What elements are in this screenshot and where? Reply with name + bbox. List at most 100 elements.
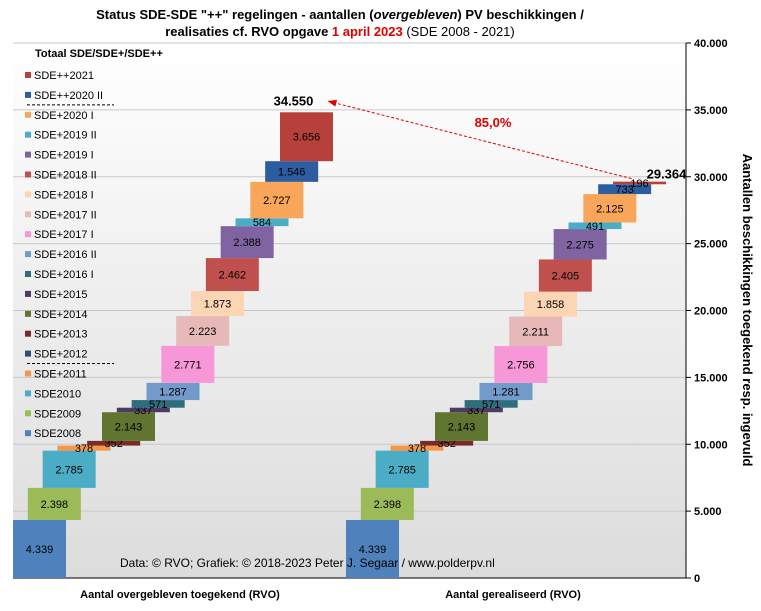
y-tick-label: 25.000 [694,239,728,251]
bar-segment [176,316,230,346]
legend-item-label: SDE+2018 II [34,170,97,182]
legend-swatch [25,370,31,377]
legend-item-label: SDE+2016 II [34,249,97,261]
legend-item-label: SDE+2017 I [34,229,94,241]
segment-value-label: 733 [615,184,633,196]
segment-value-label: 1.858 [537,299,565,311]
legend-item-label: SDE+2011 [34,369,87,381]
legend-swatch [25,350,31,357]
segment-value-label: 378 [408,443,426,455]
bar-segment [146,382,200,401]
legend-swatch [25,151,31,158]
legend: Totaal SDE/SDE+/SDE++ SDE++2021 SDE++2020 … [25,48,163,440]
segment-value-label: 2.223 [189,326,217,338]
bar-segment [87,440,141,446]
bar-segment [553,229,607,260]
bar-segment [27,487,81,520]
segment-value-label: 2.756 [507,360,535,372]
segment-value-label: 2.785 [55,464,83,476]
segment-value-label: 2.771 [174,359,202,371]
legend-swatch [25,310,31,317]
segment-value-label: 2.143 [115,422,143,434]
bar-segment [13,519,66,578]
segment-value-label: 337 [467,405,485,417]
segment-value-label: 352 [104,438,122,450]
legend-title: Totaal SDE/SDE+/SDE++ [35,48,163,60]
segment-value-label: 4.339 [359,544,387,556]
bar-segment [116,407,170,413]
bar-segment [131,400,185,408]
y-tick-label: 30.000 [694,172,728,184]
legend-swatch [25,330,31,337]
bar-segment [524,291,577,317]
bar-segment [346,519,399,578]
bar-segment [102,412,155,441]
bar-segment [250,181,304,219]
legend-item-label: SDE+2019 I [34,150,94,162]
bar-segment [420,440,474,446]
segment-value-label: 2.785 [388,464,416,476]
x-category-label: Aantal overgebleven toegekend (RVO) [80,589,280,601]
bar-segment [375,450,429,488]
segment-value-label: 571 [482,399,500,411]
legend-item-label: SDE+2015 [34,289,88,301]
bar-segment [464,400,518,408]
segment-value-label: 3.656 [293,132,321,144]
legend-item-label: SDE++2020 II [34,90,103,102]
bar-segment [583,194,637,223]
bar-segment [390,445,444,451]
legend-item-label: SDE+2020 I [34,110,94,122]
legend-item-label: SDE2009 [34,408,81,420]
segment-value-label: 2.405 [552,271,580,283]
legend-swatch [25,410,31,417]
bar-segment [435,412,488,441]
chart-title-line2: realisaties cf. RVO opgave 1 april 2023 … [165,24,515,39]
legend-swatch [25,171,31,178]
legend-item-label: SDE+2017 II [34,209,97,221]
legend-swatch [25,91,31,98]
bar-segment [449,407,503,413]
segment-value-label: 2.398 [374,499,402,511]
x-category-label: Aantal gerealiseerd (RVO) [445,589,581,601]
y-tick-label: 35.000 [694,105,728,117]
segment-value-label: 2.211 [522,326,549,338]
credit-text: Data: © RVO; Grafiek: © 2018-2023 Peter … [120,556,495,570]
bar-segment [42,450,96,488]
bar-segment [161,345,215,383]
bar-segment [360,487,414,520]
segment-value-label: 352 [437,438,455,450]
segment-value-label: 2.143 [448,422,476,434]
total-label: 29.364 [647,167,688,182]
bar-segment [613,181,666,185]
legend-item-label: SDE+2019 II [34,130,97,142]
y-tick-label: 5.000 [694,506,722,518]
segment-value-label: 196 [630,178,648,190]
segment-value-label: 2.275 [566,239,594,251]
legend-item-label: SDE2008 [34,428,81,440]
bar-segment [568,222,622,230]
legend-swatch [25,131,31,138]
segment-value-label: 2.388 [233,237,261,249]
legend-swatch [25,251,31,258]
y-tick-label: 20.000 [694,306,728,318]
segment-value-label: 4.339 [26,544,54,556]
segment-value-label: 1.287 [159,386,187,398]
category-labels: Aantal overgebleven toegekend (RVO) Aanta… [80,589,581,601]
legend-item-label: SDE2010 [34,388,81,400]
legend-swatch [25,271,31,277]
segment-value-label: 2.727 [263,195,291,207]
ratio-label: 85,0% [475,115,512,130]
legend-swatch [25,231,31,238]
bar-segment [538,259,592,292]
legend-item-label: SDE+2014 [34,309,88,321]
legend-item-label: SDE+2013 [34,329,88,341]
ratio-arrow [327,99,632,180]
legend-swatch [25,290,31,297]
bar-segment [598,184,652,195]
segment-value-label: 1.281 [492,387,520,399]
legend-item-label: SDE+2018 I [34,189,94,201]
legend-item-label: SDE+2012 [34,349,88,361]
chart-title-line1: Status SDE-SDE "++" regelingen - aantall… [96,7,584,22]
